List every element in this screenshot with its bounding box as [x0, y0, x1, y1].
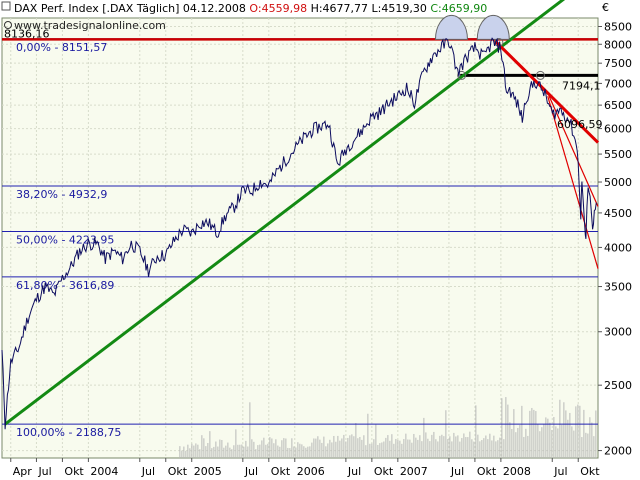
x-tick-label: 2004 — [90, 465, 118, 478]
y-tick-label: 7000 — [604, 77, 632, 90]
fib-layer: 0,00% - 8151,57 38,20% - 4932,9 50,00% - 4… — [2, 27, 601, 439]
fib-label: 38,20% - 4932,9 — [16, 188, 107, 201]
x-tick-label: Okt — [168, 465, 188, 478]
x-tick-label: Okt — [64, 465, 84, 478]
fib-label: 50,00% - 4223,95 — [16, 233, 114, 246]
x-tick-label: Jul — [450, 465, 464, 478]
pivot-marker — [457, 70, 467, 80]
y-tick-label: 6500 — [604, 99, 632, 112]
fib-label: 0,00% - 8151,57 — [16, 41, 107, 54]
grid-layer — [2, 18, 598, 458]
x-tick-label: 2006 — [297, 465, 325, 478]
y-tick-label: 2000 — [604, 445, 632, 458]
x-tick-label: Jul — [244, 465, 258, 478]
top-marker-right — [476, 14, 510, 40]
y-tick-label: 3500 — [604, 281, 632, 294]
header-title: DAX Perf. Index [.DAX Täglich] 04.12.200… — [14, 2, 487, 15]
header-box-icon — [1, 1, 11, 11]
fib-label: 61,80% - 3616,89 — [16, 279, 114, 292]
dax-price-line — [1, 37, 597, 430]
x-tick-label: Okt — [477, 465, 497, 478]
y-tick-label: 4000 — [604, 241, 632, 254]
y-tick-label: 2500 — [604, 379, 632, 392]
price-marker-label: 6096,59 — [557, 118, 603, 131]
pivot-marker — [535, 70, 545, 80]
x-tick-label: Jul — [141, 465, 155, 478]
y-tick-label: 7500 — [604, 57, 632, 70]
horizontal-level-label: 8136,16 — [4, 27, 50, 40]
x-tick-label: Okt — [580, 465, 600, 478]
volume-layer — [179, 397, 597, 458]
trendline-downtrend — [493, 39, 600, 144]
plot-area — [1, 17, 599, 459]
y-tick-label: 5000 — [604, 176, 632, 189]
top-marker-left — [434, 14, 468, 40]
currency-symbol: € — [602, 1, 609, 14]
horizontal-level-label: 7194,1 — [562, 79, 601, 92]
x-tick-label: 2007 — [400, 465, 428, 478]
x-tick-label: 2008 — [503, 465, 531, 478]
x-tick-label: Jul — [347, 465, 361, 478]
y-tick-label: 6000 — [604, 123, 632, 136]
x-tick-label: Jul — [37, 465, 51, 478]
series-layer — [1, 37, 597, 430]
x-tick-label: 2005 — [194, 465, 222, 478]
x-tick-label: Apr — [13, 465, 33, 478]
watermark: www.tradesignalonline.com — [14, 19, 166, 32]
y-tick-label: 8500 — [604, 20, 632, 33]
y-tick-label: 5500 — [604, 148, 632, 161]
axis-layer: 8500 8000 7500 7000 6500 6000 5500 5000 4500 4000… — [10, 20, 632, 478]
y-tick-label: 4500 — [604, 207, 632, 220]
x-tick-label: Jul — [553, 465, 567, 478]
copyright-icon — [4, 21, 12, 29]
trendline-steep-2 — [548, 95, 599, 207]
fib-label: 100,00% - 2188,75 — [16, 426, 121, 439]
y-tick-label: 8000 — [604, 38, 632, 51]
y-tick-label: 3000 — [604, 326, 632, 339]
trendline-steep-1 — [547, 96, 599, 269]
x-tick-label: Okt — [271, 465, 291, 478]
x-tick-label: Okt — [374, 465, 394, 478]
